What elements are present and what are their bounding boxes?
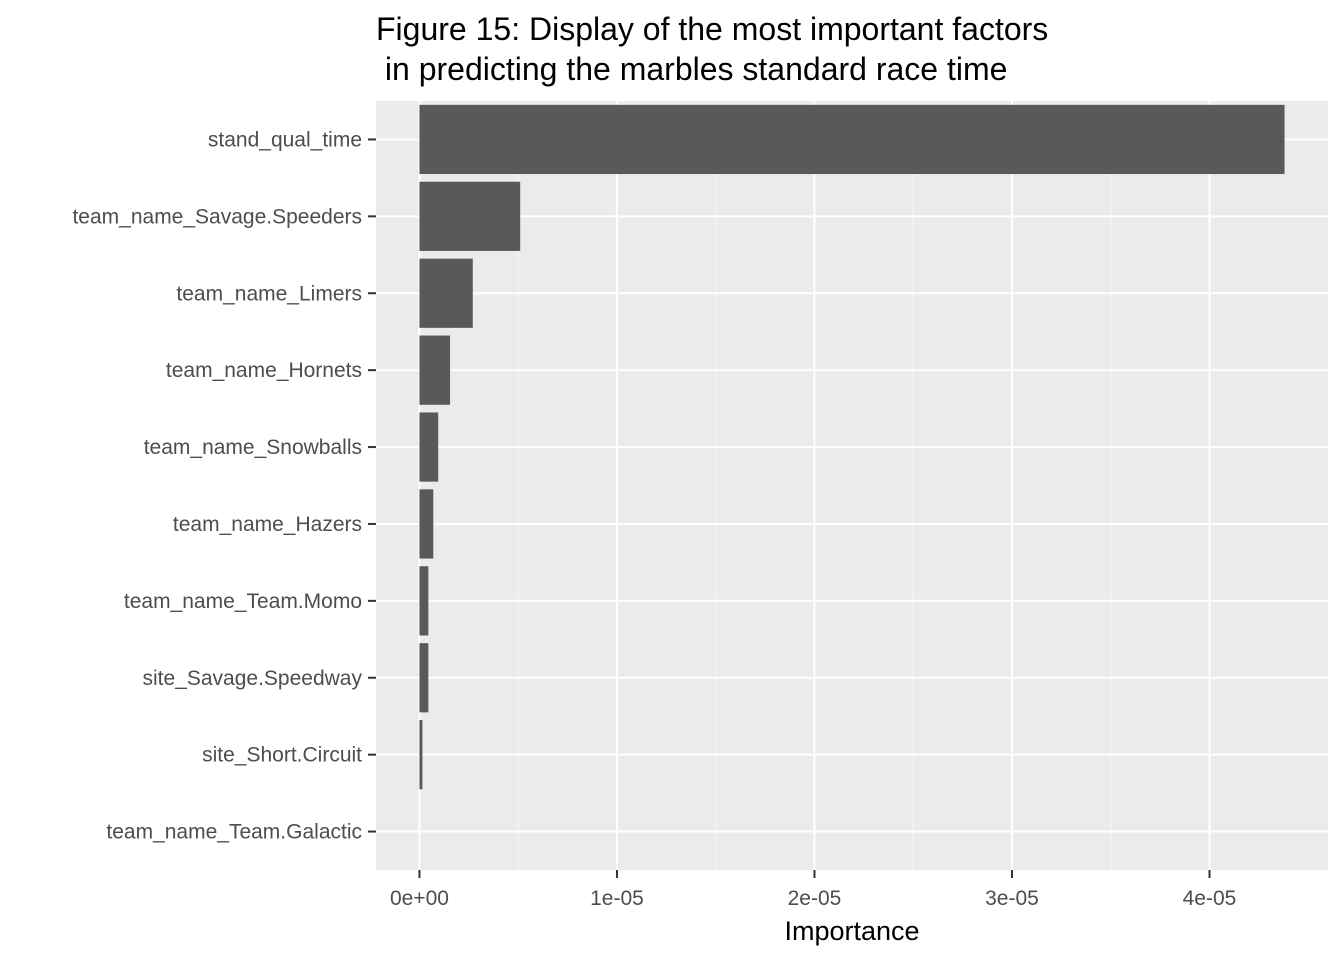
bar <box>419 643 429 713</box>
x-tick-label: 0e+00 <box>390 887 449 910</box>
y-tick-label: team_name_Snowballs <box>144 436 362 459</box>
y-axis: stand_qual_time team_name_Savage.Speeders… <box>72 128 376 844</box>
x-axis-title: Importance <box>784 916 919 946</box>
y-tick-label: team_name_Hazers <box>173 513 362 536</box>
bar <box>419 489 434 559</box>
x-tick-label: 2e-05 <box>788 887 842 910</box>
y-tick-label: site_Short.Circuit <box>202 744 362 767</box>
chart-title-line-1: Figure 15: Display of the most important… <box>376 11 1048 47</box>
bar <box>419 566 429 636</box>
y-tick-label: site_Savage.Speedway <box>143 667 363 690</box>
y-tick-label: team_name_Team.Momo <box>124 590 362 613</box>
y-tick-label: team_name_Savage.Speeders <box>72 205 362 228</box>
y-tick-label: team_name_Team.Galactic <box>106 821 362 844</box>
bars <box>419 104 1285 790</box>
bar <box>419 104 1285 175</box>
x-tick-label: 1e-05 <box>590 887 644 910</box>
bar <box>419 412 439 482</box>
x-tick-label: 3e-05 <box>985 887 1039 910</box>
y-tick-label: team_name_Hornets <box>166 359 362 382</box>
x-axis: 0e+00 1e-05 2e-05 3e-05 4e-05 <box>390 870 1236 910</box>
bar <box>419 181 521 251</box>
y-tick-label: team_name_Limers <box>176 282 362 305</box>
bar <box>419 258 473 328</box>
bar <box>419 335 451 405</box>
bar <box>419 720 423 790</box>
x-tick-label: 4e-05 <box>1183 887 1237 910</box>
y-tick-label: stand_qual_time <box>208 128 362 151</box>
plot-panel <box>376 101 1328 870</box>
chart-title-line-2: in predicting the marbles standard race … <box>376 51 1007 87</box>
